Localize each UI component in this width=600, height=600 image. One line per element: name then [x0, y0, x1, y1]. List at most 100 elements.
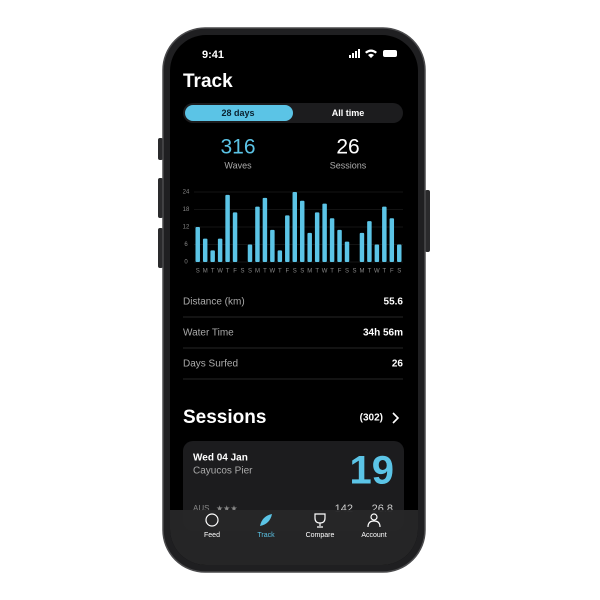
bar [217, 238, 223, 262]
bar [225, 194, 230, 262]
metric-label: Days Surfed [183, 359, 238, 370]
status-icons [349, 49, 397, 58]
tab-bar [170, 510, 418, 565]
y-tick-label: 0 [184, 260, 188, 266]
tab-label[interactable]: Track [257, 532, 275, 539]
toggle-option[interactable]: 28 days [221, 108, 254, 118]
x-tick-label: S [300, 269, 304, 275]
y-tick-label: 6 [184, 242, 188, 248]
side-button [425, 190, 430, 252]
section-title: Sessions [183, 407, 266, 428]
session-region: AUS [193, 504, 209, 513]
feed-icon[interactable] [205, 513, 219, 527]
bar [285, 215, 290, 262]
x-tick-label: T [278, 269, 282, 275]
session-card[interactable] [183, 441, 404, 531]
x-tick-label: T [383, 269, 387, 275]
bar [270, 229, 275, 262]
tab-label[interactable]: Account [361, 532, 386, 539]
bar [397, 244, 402, 262]
bar [247, 244, 253, 262]
x-tick-label: M [359, 269, 364, 275]
metric-value: 26 [392, 359, 404, 370]
tab-label[interactable]: Feed [204, 532, 220, 539]
bar [210, 250, 215, 262]
bar [277, 250, 283, 262]
chevron-icon[interactable] [392, 412, 400, 424]
x-tick-label: W [217, 269, 223, 275]
toggle-option[interactable]: All time [332, 108, 365, 118]
toggle-selected[interactable] [185, 105, 293, 121]
side-button [158, 228, 163, 268]
bar [322, 203, 327, 262]
side-button [158, 178, 163, 218]
x-tick-label: S [293, 269, 297, 275]
stat-label: Sessions [330, 160, 367, 170]
bar [292, 192, 298, 262]
x-tick-label: T [330, 269, 334, 275]
status-time: 9:41 [202, 49, 224, 61]
x-tick-label: W [322, 269, 328, 275]
metric-value: 34h 56m [363, 328, 403, 339]
bar [382, 206, 387, 262]
x-tick-label: F [390, 269, 394, 275]
bar [255, 206, 260, 262]
stat-value: 26 [336, 136, 359, 159]
compare-icon[interactable] [314, 513, 326, 528]
track-icon[interactable] [260, 514, 272, 526]
x-tick-label: S [352, 269, 356, 275]
x-tick-label: W [270, 269, 276, 275]
session-date: Wed 04 Jan [193, 453, 248, 464]
bar [299, 200, 305, 262]
stat-label: Waves [224, 160, 252, 170]
side-button [158, 138, 163, 160]
x-tick-label: S [241, 269, 245, 275]
screen [170, 35, 418, 565]
x-tick-label: W [374, 269, 380, 275]
x-tick-label: S [345, 269, 349, 275]
metrics-list: Distance (km) 55.6 Water Time 34h 56m Days S… [183, 297, 404, 380]
bar [202, 238, 208, 262]
x-tick-label: F [338, 269, 342, 275]
x-tick-label: F [233, 269, 237, 275]
x-tick-label: M [255, 269, 260, 275]
bar [195, 227, 200, 262]
x-tick-label: S [248, 269, 252, 275]
x-tick-label: T [226, 269, 230, 275]
x-tick-label: T [263, 269, 267, 275]
page-title: Track [183, 71, 233, 92]
x-tick-label: T [368, 269, 372, 275]
bar [367, 221, 372, 262]
bar [337, 229, 342, 262]
session-count[interactable]: (302) [360, 413, 383, 424]
y-tick-label: 18 [183, 207, 190, 213]
screen-content: 9:41 Track 28 days All time 316 Waves 26 … [170, 49, 418, 565]
bar [329, 218, 335, 262]
bar [359, 232, 365, 262]
x-tick-label: F [285, 269, 289, 275]
bar [262, 197, 268, 262]
x-tick-label: T [211, 269, 215, 275]
bar [344, 241, 350, 262]
bar [374, 244, 380, 262]
bar [232, 212, 238, 262]
x-tick-label: S [397, 269, 401, 275]
tab-label[interactable]: Compare [306, 532, 335, 539]
bar [307, 232, 312, 262]
x-tick-label: T [315, 269, 319, 275]
y-tick-label: 24 [183, 190, 190, 196]
metric-label: Distance (km) [183, 297, 245, 308]
session-rating: ★★★ [216, 504, 238, 513]
metric-label: Water Time [183, 328, 234, 339]
session-score: 19 [350, 449, 395, 493]
account-icon[interactable] [367, 513, 381, 528]
x-tick-label: M [203, 269, 208, 275]
x-tick-label: M [307, 269, 312, 275]
metric-value: 55.6 [384, 297, 404, 308]
bar [389, 218, 395, 262]
stat-value: 316 [220, 136, 255, 159]
y-tick-label: 12 [183, 225, 190, 231]
